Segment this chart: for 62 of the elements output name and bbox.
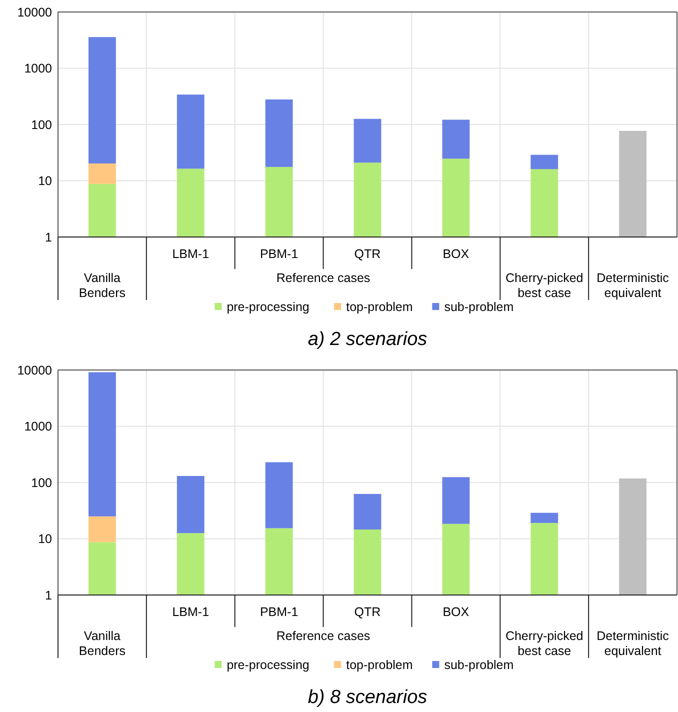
bar	[88, 542, 116, 595]
bar	[530, 169, 558, 237]
x-tick-label: Cherry-picked best case	[505, 629, 584, 658]
bar	[88, 372, 116, 516]
x-tick-label: Cherry-picked best case	[505, 271, 584, 300]
bar	[530, 512, 558, 523]
x-tick-label: PBM-1	[260, 605, 298, 619]
y-tick-label: 1	[45, 230, 52, 244]
y-tick-label: 100	[31, 118, 52, 132]
legend-label: sub-problem	[444, 300, 514, 314]
bar	[265, 462, 293, 528]
x-tick-label: BOX	[442, 605, 470, 619]
bar	[354, 494, 382, 530]
bar	[354, 162, 382, 237]
bar	[442, 477, 470, 524]
bar	[88, 37, 116, 164]
y-tick-label: 1000	[24, 420, 52, 434]
bar	[88, 184, 116, 237]
y-tick-label: 10	[38, 532, 52, 546]
text: a) 2 scenarios	[308, 329, 428, 350]
bar	[354, 530, 382, 595]
x-tick-label: LBM-1	[172, 605, 210, 619]
text: Reference cases	[276, 271, 370, 285]
y-tick-label: 1000	[24, 62, 52, 76]
x-tick-label: QTR	[354, 605, 381, 619]
text: Reference cases	[276, 629, 370, 643]
y-tick-label: 10000	[17, 5, 52, 20]
bar	[265, 99, 293, 167]
bar	[176, 168, 204, 237]
legend-label: top-problem	[346, 658, 413, 672]
legend-label: top-problem	[346, 300, 413, 314]
bar	[354, 118, 382, 163]
bar	[442, 158, 470, 237]
bar	[619, 478, 646, 595]
bar	[530, 154, 558, 170]
text: b) 8 scenarios	[308, 687, 428, 708]
x-tick-label: PBM-1	[260, 247, 298, 261]
legend-label: pre-processing	[226, 300, 310, 314]
bar	[619, 130, 646, 237]
x-tick-label: Vanilla Benders	[78, 629, 126, 658]
bar	[176, 476, 204, 534]
x-tick-label: BOX	[442, 247, 470, 261]
bar	[530, 522, 558, 595]
legend-label: sub-problem	[444, 658, 514, 672]
bar	[442, 524, 470, 595]
bar	[176, 533, 204, 595]
bar	[265, 166, 293, 237]
y-tick-label: 10000	[17, 363, 52, 378]
x-tick-label: Deterministic equivalent	[596, 629, 669, 658]
bar	[88, 163, 116, 184]
x-tick-label: LBM-1	[172, 247, 210, 261]
y-tick-label: 10	[38, 174, 52, 188]
y-tick-label: 100	[31, 476, 52, 490]
bar	[88, 516, 116, 542]
bar	[265, 528, 293, 595]
y-tick-label: 1	[45, 588, 52, 602]
x-tick-label: QTR	[354, 247, 381, 261]
bar	[442, 120, 470, 159]
x-tick-label: Deterministic equivalent	[596, 271, 669, 300]
legend-label: pre-processing	[226, 658, 310, 672]
bar	[176, 94, 204, 169]
x-tick-label: Vanilla Benders	[78, 271, 126, 300]
